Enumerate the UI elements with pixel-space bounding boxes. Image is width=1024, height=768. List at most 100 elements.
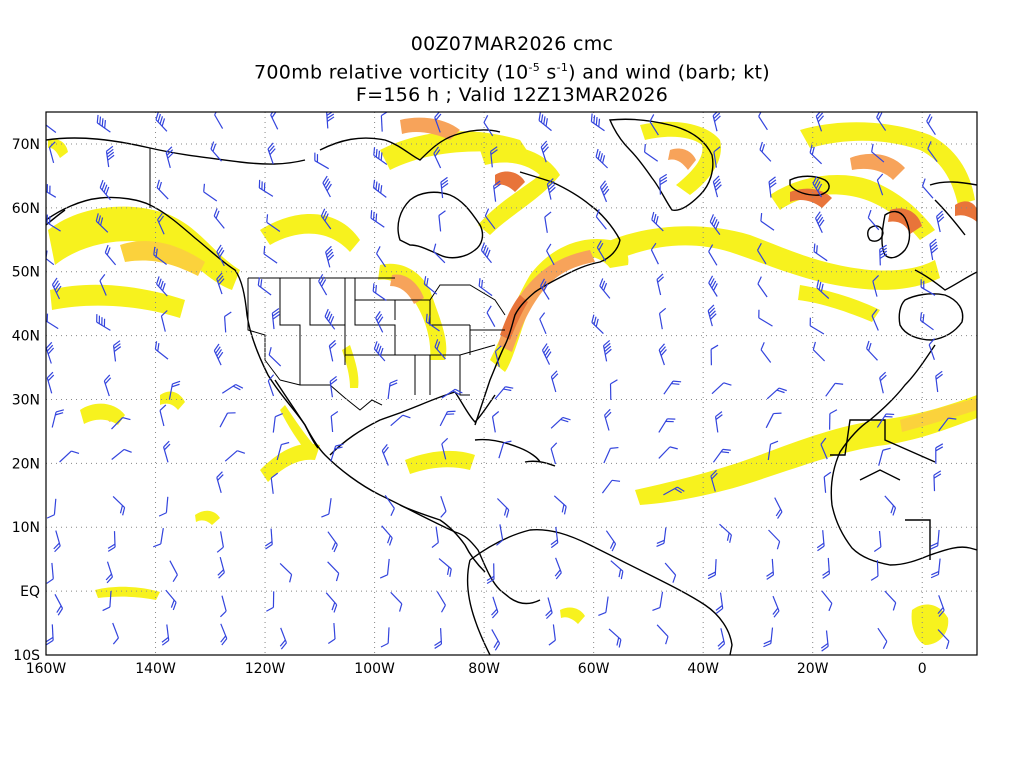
wind-barb-77 [546,243,555,266]
wind-barb-206 [153,528,164,548]
wind-barb-81 [756,242,767,265]
vort-band-california [280,405,318,456]
wind-barb-224 [217,556,225,579]
coast-arctic-islands [319,129,501,161]
lon-label-1: 140W [135,661,176,677]
wind-barb-255 [46,624,54,646]
wind-barb-215 [656,527,667,547]
lat-label-7: EQ [20,584,40,600]
wind-barb-218 [816,530,825,552]
wind-barb-97 [708,275,718,297]
wind-barb-175 [330,443,344,462]
wind-barb-131 [710,344,719,366]
wind-barb-252 [821,590,833,612]
wind-barb-36 [156,179,169,200]
wind-barb-231 [610,560,624,580]
wind-barb-156 [219,412,236,428]
wind-barb-73 [325,245,335,268]
wind-barb-256 [112,622,119,645]
wind-barb-237 [930,558,941,579]
wind-barb-11 [649,114,659,136]
wind-barb-148 [711,382,732,395]
coast-gulf-mexico [329,391,496,456]
coast-north-america [46,196,541,605]
lat-label-4: 30N [12,392,40,408]
wind-barb-33 [927,141,938,163]
wind-barb-27 [595,148,609,169]
wind-barb-28 [643,144,659,162]
wind-barb-185 [878,447,891,466]
wind-barb-191 [270,472,279,494]
wind-barb-92 [423,276,438,295]
wind-barb-247 [545,597,553,620]
wind-barb-55 [266,214,281,232]
wind-barb-84 [929,238,939,261]
vort-band-biscay [798,285,880,322]
wind-barb-167 [829,409,838,430]
wind-barb-21 [267,142,276,165]
lon-label-6: 40W [687,661,719,677]
wind-barb-105 [223,311,232,333]
title-line-2-tail: ) and wind (barb; kt) [568,61,770,84]
wind-barb-205 [107,531,116,552]
title-line-2-head: 700mb relative vorticity (10 [254,61,529,84]
wind-barb-57 [370,210,385,228]
vort-core-uk [888,208,922,234]
wind-barb-70 [153,246,167,265]
wind-barb-127 [494,345,502,368]
wind-barb-261 [380,627,390,648]
lat-label-6: 10N [12,520,40,536]
wind-barb-67 [936,210,945,233]
wind-barb-101 [920,279,936,296]
wind-barb-204 [53,530,61,553]
wind-barb-214 [605,530,617,552]
wind-barb-259 [279,627,287,650]
wind-barb-189 [158,496,169,517]
wind-barb-119 [46,341,55,364]
border-us-states-west [247,278,346,385]
border-us-states-central [345,278,470,396]
border-us-states-east [414,284,506,395]
longitude-labels: 160W 140W 120W 100W 80W 60W 40W 20W 0 [26,661,927,677]
wind-barb-271 [937,629,950,650]
wind-barb-192 [321,498,332,518]
wind-barb-139 [221,383,244,394]
wind-barb-95 [599,278,611,299]
wind-barb-240 [165,589,177,611]
lon-label-3: 100W [354,661,395,677]
wind-barb-257 [161,624,170,646]
wind-barb-219 [873,530,882,553]
wind-barb-172 [163,440,171,463]
wind-barb-135 [928,338,935,360]
wind-barb-90 [318,273,328,296]
vort-spot-eq-pacific-2 [195,510,220,525]
wind-barb-106 [271,307,280,330]
wind-barb-74 [376,246,386,268]
coast-hispaniola [524,460,556,467]
wind-barb-52 [95,213,109,233]
wind-barb-0 [46,122,57,133]
wind-barb-35 [99,179,111,201]
wind-barb-89 [257,277,272,296]
coast-hudson-bay [397,191,484,259]
wind-barb-242 [266,591,275,612]
coast-south-america-west [466,559,491,655]
vort-band-mexico [260,443,320,482]
coast-nw-edge [46,209,66,226]
wind-barb-137 [103,374,112,397]
wind-barb-60 [544,211,552,233]
wind-barb-102 [46,313,59,330]
wind-barb-199 [710,469,718,492]
vort-band-arctic [400,117,460,140]
wind-barb-166 [765,412,782,429]
wind-barb-37 [203,183,218,202]
wind-barb-32 [871,143,885,163]
wind-barb-153 [51,409,64,428]
wind-barb-235 [822,557,831,579]
lat-label-2: 50N [12,265,40,281]
wind-barb-17 [48,141,56,164]
vort-core-baffin [495,171,525,192]
wind-barb-267 [717,628,726,650]
vort-core-norway [955,201,977,222]
